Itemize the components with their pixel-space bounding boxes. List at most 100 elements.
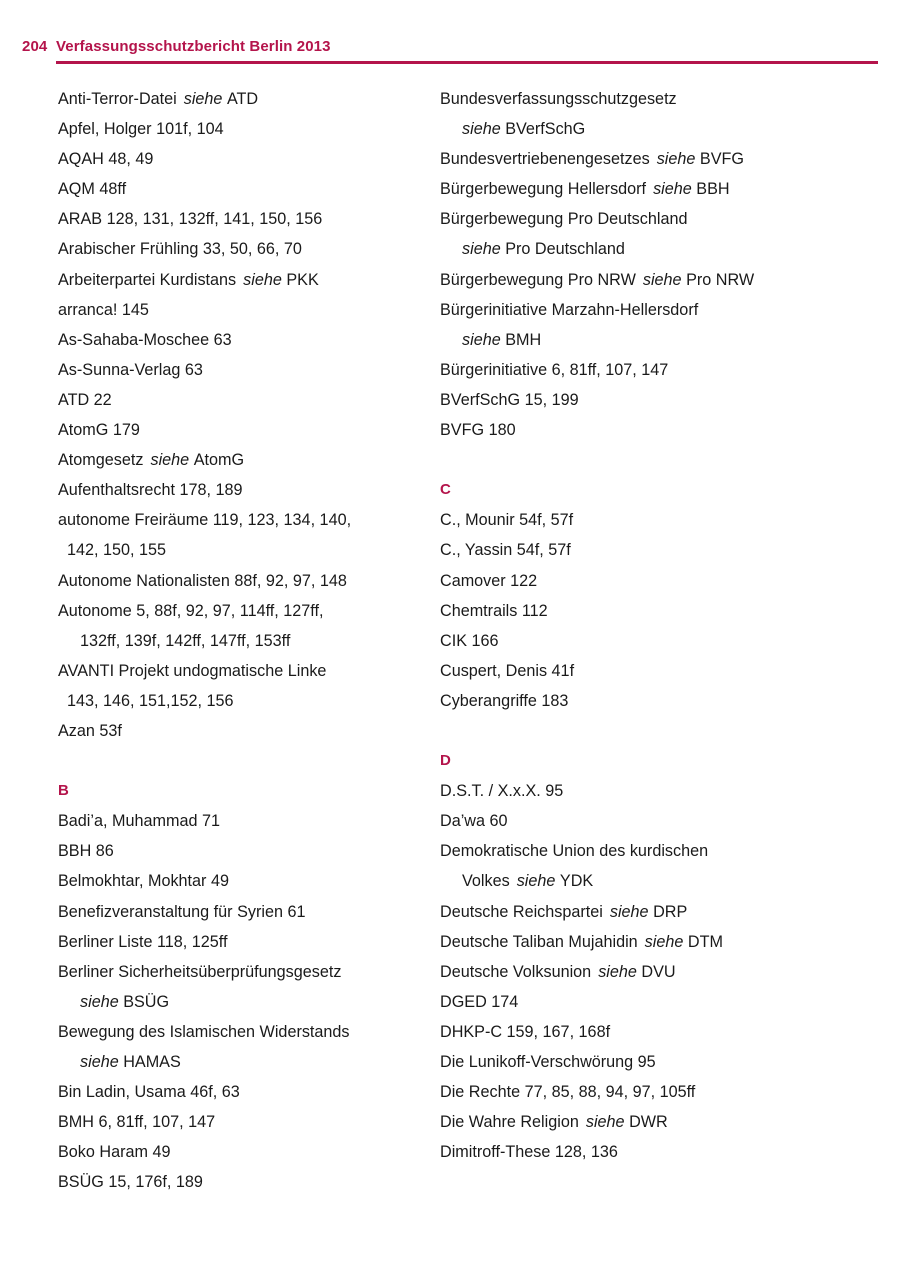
index-entry: Berliner Sicherheitsüberprüfungsgesetz si…: [58, 957, 428, 1017]
index-entry-line: Camover 122: [440, 566, 860, 596]
see-label: siehe: [462, 330, 506, 349]
index-entry: Bewegung des Islamischen Widerstands sieh…: [58, 1017, 428, 1077]
index-entry-text: Demokratische Union des kurdischen: [440, 842, 709, 861]
index-entry: Bin Ladin, Usama 46f, 63: [58, 1077, 428, 1107]
index-entry-line: Anti-Terror-Datei siehe ATD: [58, 84, 428, 114]
index-entry-line: siehe BVerfSchG: [440, 114, 860, 144]
index-entry: Camover 122: [440, 566, 860, 596]
index-entry: BMH 6, 81ff, 107, 147: [58, 1107, 428, 1137]
index-entry-text: C., Mounir 54f, 57f: [440, 511, 574, 530]
index-entry: Benefizveranstaltung für Syrien 61: [58, 897, 428, 927]
see-label: siehe: [609, 902, 654, 921]
index-entry-text: Arabischer Frühling 33, 50, 66, 70: [58, 240, 302, 259]
index-entry-line: BSÜG 15, 176f, 189: [58, 1167, 428, 1197]
index-entry-line: Cyberangriffe 183: [440, 686, 860, 716]
index-entry-line: Bürgerinitiative Marzahn-Hellersdorf: [440, 295, 860, 325]
see-target: PKK: [286, 270, 319, 289]
index-entry: C., Yassin 54f, 57f: [440, 535, 860, 565]
see-target: Pro NRW: [686, 270, 755, 289]
see-label: siehe: [585, 1113, 630, 1132]
section-spacer: [58, 746, 428, 776]
index-entry: CIK 166: [440, 626, 860, 656]
see-label: siehe: [80, 992, 124, 1011]
index-entry-line: Deutsche Taliban Mujahidin siehe DTM: [440, 927, 860, 957]
index-entry-line: Berliner Liste 118, 125ff: [58, 927, 428, 957]
index-entry: Berliner Liste 118, 125ff: [58, 927, 428, 957]
see-target: DTM: [687, 932, 723, 951]
index-entry-text: 132ff, 139f, 142ff, 147ff, 153ff: [80, 631, 291, 650]
index-entry: autonome Freiräume 119, 123, 134, 140, 14…: [58, 505, 428, 565]
index-entry-line: Bin Ladin, Usama 46f, 63: [58, 1077, 428, 1107]
index-entry: AQM 48ff: [58, 174, 428, 204]
index-entry-line: 132ff, 139f, 142ff, 147ff, 153ff: [58, 626, 428, 656]
index-entry-text: Die Wahre Religion: [440, 1113, 579, 1132]
see-target: DRP: [653, 902, 688, 921]
index-entry-line: Benefizveranstaltung für Syrien 61: [58, 897, 428, 927]
see-target: BVerfSchG: [505, 120, 586, 139]
index-entry-line: BMH 6, 81ff, 107, 147: [58, 1107, 428, 1137]
index-entry-text: Autonome 5, 88f, 92, 97, 114ff, 127ff,: [58, 601, 324, 620]
page-title: Verfassungsschutzbericht Berlin 2013: [56, 38, 331, 55]
see-label: siehe: [644, 932, 688, 951]
index-entry-text: Autonome Nationalisten 88f, 92, 97, 148: [58, 571, 347, 590]
index-entry-line: siehe BSÜG: [58, 987, 428, 1017]
index-entry: DHKP-C 159, 167, 168f: [440, 1017, 860, 1047]
index-entry-line: Badi’a, Muhammad 71: [58, 806, 428, 836]
index-entry-line: Dimitroff-These 128, 136: [440, 1137, 860, 1167]
see-label: siehe: [598, 962, 642, 981]
index-entry-text: BMH 6, 81ff, 107, 147: [58, 1113, 216, 1132]
see-label: siehe: [642, 270, 687, 289]
see-target: BVFG: [699, 150, 744, 169]
index-entry-line: CIK 166: [440, 626, 860, 656]
index-entry-text: Die Lunikoff-Verschwörung 95: [440, 1053, 656, 1071]
index-entry-text: Bürgerinitiative 6, 81ff, 107, 147: [440, 360, 669, 379]
index-entry: Arbeiterpartei Kurdistans siehe PKK: [58, 265, 428, 295]
index-entry-line: arranca! 145: [58, 295, 428, 325]
see-target: HAMAS: [123, 1053, 181, 1071]
index-entry-line: Autonome 5, 88f, 92, 97, 114ff, 127ff,: [58, 596, 428, 626]
index-entry-text: CIK 166: [440, 631, 499, 650]
index-entry-text: Dimitroff-These 128, 136: [440, 1143, 618, 1162]
section-spacer: [440, 445, 860, 475]
index-entry-line: Bewegung des Islamischen Widerstands: [58, 1017, 428, 1047]
see-target: DVU: [641, 962, 676, 981]
index-entry-text: Bürgerbewegung Hellersdorf: [440, 180, 647, 199]
index-entry: Cuspert, Denis 41f: [440, 656, 860, 686]
index-entry-text: autonome Freiräume 119, 123, 134, 140,: [58, 511, 352, 530]
index-entry-line: DGED 174: [440, 987, 860, 1017]
see-target: ATD: [226, 90, 259, 108]
index-entry-line: C., Mounir 54f, 57f: [440, 505, 860, 535]
index-entry: AQAH 48, 49: [58, 144, 428, 174]
see-label: siehe: [183, 90, 227, 108]
index-entry-line: Azan 53f: [58, 716, 428, 746]
index-entry-text: Deutsche Volksunion: [440, 962, 592, 981]
index-entry-text: Bürgerbewegung Pro Deutschland: [440, 210, 688, 229]
index-entry-text: Da’wa 60: [440, 812, 508, 831]
index-entry-line: Aufenthaltsrecht 178, 189: [58, 475, 428, 505]
index-entry-line: Da’wa 60: [440, 806, 860, 836]
see-label: siehe: [653, 180, 697, 199]
index-entry-line: siehe Pro Deutschland: [440, 234, 860, 264]
index-entry-line: Die Wahre Religion siehe DWR: [440, 1107, 860, 1137]
see-target: BMH: [505, 330, 542, 349]
index-entry: Autonome 5, 88f, 92, 97, 114ff, 127ff, 13…: [58, 596, 428, 656]
index-entry: Arabischer Frühling 33, 50, 66, 70: [58, 234, 428, 264]
index-entry-text: AQAH 48, 49: [58, 150, 154, 169]
index-entry-line: 142, 150, 155: [58, 535, 428, 565]
index-entry-text: Cyberangriffe 183: [440, 691, 569, 710]
index-entry-line: Bundesvertriebenengesetzes siehe BVFG: [440, 144, 860, 174]
index-entry: D.S.T. / X.x.X. 95: [440, 776, 860, 806]
index-entry-text: Bürgerbewegung Pro NRW: [440, 270, 636, 289]
index-entry-text: AtomG 179: [58, 421, 140, 440]
index-entry-line: Cuspert, Denis 41f: [440, 656, 860, 686]
see-label: siehe: [516, 872, 560, 891]
section-spacer: [440, 716, 860, 746]
index-column-left: Anti-Terror-Datei siehe ATD Apfel, Holger …: [58, 84, 428, 1197]
index-entry-text: ARAB 128, 131, 132ff, 141, 150, 156: [58, 210, 323, 229]
index-entry: As-Sahaba-Moschee 63: [58, 325, 428, 355]
index-entry: arranca! 145: [58, 295, 428, 325]
index-entry-line: Deutsche Reichspartei siehe DRP: [440, 897, 860, 927]
index-entry-text: BBH 86: [58, 842, 114, 861]
index-entry-line: siehe HAMAS: [58, 1047, 428, 1077]
index-entry-text: D.S.T. / X.x.X. 95: [440, 782, 564, 801]
